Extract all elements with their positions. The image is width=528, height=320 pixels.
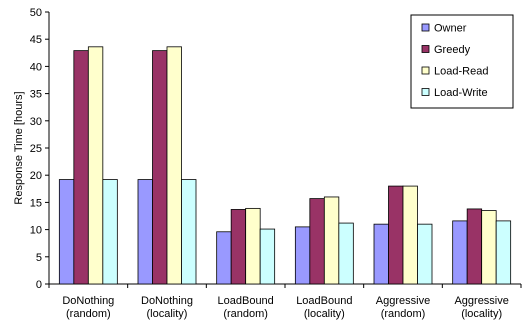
x-tick-label: LoadBound: [296, 295, 352, 307]
bar-greedy: [152, 50, 168, 285]
bar-load-read: [402, 185, 418, 285]
bar-greedy: [466, 208, 483, 285]
bar-load-read: [323, 196, 340, 285]
bar-owner: [373, 223, 389, 285]
bar-owner: [452, 220, 468, 285]
legend-swatch: [421, 88, 430, 96]
x-tick-label: (random): [66, 308, 111, 320]
y-tick-label: 25: [30, 143, 42, 155]
y-tick-label: 35: [30, 89, 42, 101]
x-tick-label: (locality): [461, 308, 502, 320]
x-tick-label: (random): [381, 308, 426, 320]
y-tick-label: 15: [30, 197, 42, 209]
x-tick-label: Aggressive: [454, 295, 508, 307]
y-axis-title: Response Time [hours]: [13, 91, 25, 204]
legend: Owner Greedy Load-Read Load-Write: [410, 14, 514, 109]
bar-load-write: [417, 223, 433, 285]
y-tick-label: 40: [30, 61, 42, 73]
x-axis-labels: DoNothing(random)DoNothing(locality)Load…: [48, 284, 522, 320]
x-tick-label: Aggressive: [376, 295, 430, 307]
x-tick-label: (locality): [304, 308, 345, 320]
legend-label: Greedy: [434, 44, 471, 56]
y-tick-label: 10: [30, 225, 42, 237]
bar-load-write: [495, 220, 512, 285]
legend-swatch: [421, 45, 430, 53]
legend-label: Owner: [434, 23, 467, 35]
legend-swatch: [421, 23, 430, 32]
y-tick-label: 50: [30, 7, 42, 19]
bar-load-write: [181, 179, 197, 285]
y-tick-label: 45: [30, 34, 42, 46]
bar-load-read: [87, 46, 104, 285]
bar-load-write: [102, 179, 118, 285]
bars: [58, 46, 512, 285]
x-tick-label: (random): [223, 308, 268, 320]
x-tick-label: (locality): [147, 308, 188, 320]
bar-load-write: [338, 222, 354, 285]
legend-label: Load-Read: [434, 66, 488, 78]
bar-owner: [58, 179, 75, 285]
x-tick-label: LoadBound: [218, 295, 274, 307]
x-tick-label: DoNothing: [141, 295, 193, 307]
bar-load-read: [245, 207, 261, 285]
y-tick-label: 0: [36, 279, 42, 291]
bar-greedy: [309, 198, 325, 285]
bar-load-read: [481, 210, 497, 285]
y-tick-label: 30: [30, 116, 42, 128]
y-axis-title-group: Response Time [hours]: [13, 91, 25, 204]
y-tick-label: 5: [36, 252, 42, 264]
bar-owner: [294, 226, 311, 285]
y-tick-label: 20: [30, 170, 42, 182]
legend-swatch: [421, 66, 430, 75]
bar-load-write: [259, 228, 276, 285]
bar-greedy: [388, 185, 404, 285]
y-axis-ticks: 0 5 10 15 20 25 30 35 40 45 50: [30, 7, 49, 291]
bar-greedy: [73, 50, 89, 285]
bar-owner: [216, 231, 232, 285]
legend-label: Load-Write: [434, 87, 488, 99]
x-tick-label: DoNothing: [62, 295, 114, 307]
bar-owner: [137, 179, 153, 285]
bar-load-read: [166, 46, 182, 285]
bar-greedy: [230, 209, 247, 285]
